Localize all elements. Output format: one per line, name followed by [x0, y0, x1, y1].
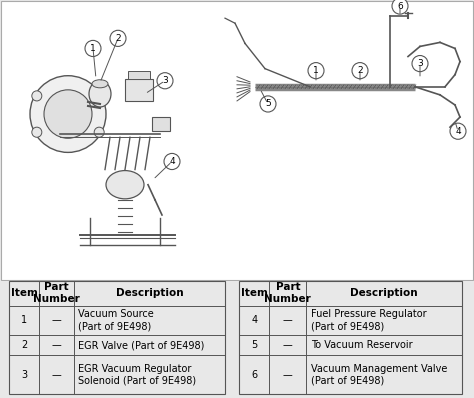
Circle shape [110, 30, 126, 47]
Text: Item: Item [10, 288, 37, 298]
Text: Description: Description [350, 288, 418, 298]
Text: 3: 3 [21, 370, 27, 380]
Ellipse shape [92, 80, 108, 88]
Circle shape [30, 76, 106, 152]
Text: 6: 6 [251, 370, 257, 380]
Text: 5: 5 [251, 340, 257, 350]
Text: 2: 2 [357, 66, 363, 75]
Text: —: — [52, 340, 61, 350]
Text: 3: 3 [417, 59, 423, 68]
Text: —: — [283, 340, 293, 350]
Text: —: — [283, 315, 293, 325]
Text: To Vacuum Reservoir: To Vacuum Reservoir [310, 340, 412, 350]
Text: 4: 4 [251, 315, 257, 325]
Circle shape [32, 127, 42, 137]
Circle shape [94, 127, 104, 137]
Circle shape [450, 123, 466, 139]
Text: EGR Vacuum Regulator
Solenoid (Part of 9E498): EGR Vacuum Regulator Solenoid (Part of 9… [79, 364, 197, 386]
Circle shape [85, 40, 101, 57]
Text: Fuel Pressure Regulator
(Part of 9E498): Fuel Pressure Regulator (Part of 9E498) [310, 310, 426, 331]
Text: 1: 1 [313, 66, 319, 75]
Text: 4: 4 [169, 157, 175, 166]
Text: —: — [52, 315, 61, 325]
Text: 2: 2 [115, 34, 121, 43]
Circle shape [260, 96, 276, 112]
Text: 3: 3 [162, 76, 168, 85]
Text: 1: 1 [21, 315, 27, 325]
Circle shape [94, 91, 104, 101]
Text: —: — [283, 370, 293, 380]
Circle shape [308, 62, 324, 79]
Text: 1: 1 [90, 44, 96, 53]
Bar [125, 79, 153, 101]
Text: 4: 4 [455, 127, 461, 136]
Text: 6: 6 [397, 2, 403, 11]
Circle shape [352, 62, 368, 79]
Text: 5: 5 [265, 100, 271, 109]
Text: Item: Item [241, 288, 268, 298]
Bar [128, 71, 150, 79]
Text: 2: 2 [21, 340, 27, 350]
Circle shape [32, 91, 42, 101]
Circle shape [157, 73, 173, 89]
Circle shape [44, 90, 92, 138]
Circle shape [164, 153, 180, 170]
Ellipse shape [106, 171, 144, 199]
Circle shape [412, 55, 428, 72]
Bar [152, 117, 170, 131]
Text: Vacuum Source
(Part of 9E498): Vacuum Source (Part of 9E498) [79, 310, 154, 331]
Ellipse shape [89, 81, 111, 107]
Text: Vacuum Management Valve
(Part of 9E498): Vacuum Management Valve (Part of 9E498) [310, 364, 447, 386]
Text: Part
Number: Part Number [33, 282, 80, 304]
Text: EGR Valve (Part of 9E498): EGR Valve (Part of 9E498) [79, 340, 205, 350]
Text: —: — [52, 370, 61, 380]
Text: Description: Description [116, 288, 183, 298]
Circle shape [392, 0, 408, 14]
Text: Part
Number: Part Number [264, 282, 311, 304]
